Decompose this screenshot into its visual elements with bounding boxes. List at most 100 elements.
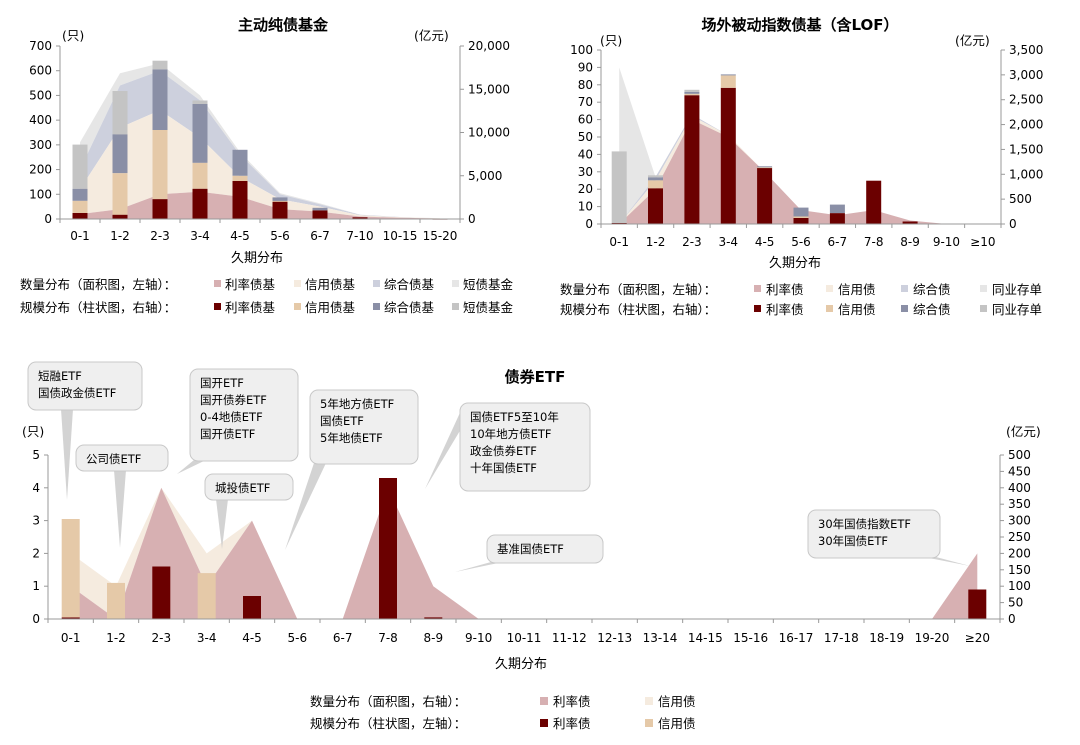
chart-3-legend-row1-label: 数量分布（面积图，右轴）：: [310, 694, 466, 709]
callout-text: 国债ETF: [320, 414, 364, 428]
chart-1-area-layer: [80, 63, 440, 219]
chart-2-legend-rate-bar: 利率债: [766, 302, 804, 317]
chart-2-legend-short-area: 同业存单: [992, 282, 1042, 297]
callout-text: 基准国债ETF: [497, 542, 564, 556]
c3-x-tick-label: 14-15: [688, 631, 723, 645]
callout-box: [27, 361, 143, 411]
c2-bar-利率债-2-3: [684, 95, 700, 224]
c2-right-tick-label: 2,000: [1009, 118, 1043, 132]
c3-x-tick-label: 19-20: [915, 631, 950, 645]
c3-x-tick-label: 7-8: [378, 631, 398, 645]
c2-area-利率债: [619, 119, 983, 224]
c2-x-tick-label: ≥10: [970, 235, 995, 249]
legend-swatch-rate-area: [540, 697, 548, 705]
c1-right-tick-label: 0: [468, 212, 476, 226]
callout-text: 十年国债ETF: [470, 461, 537, 475]
callout-text: 国债ETF5至10年: [470, 410, 559, 424]
c3-right-tick-label: 50: [1008, 596, 1023, 610]
c1-bar-利率债基-2-3: [152, 199, 168, 219]
c3-x-tick-label: 5-6: [288, 631, 308, 645]
c2-bar-综合债-6-7: [829, 204, 845, 214]
c2-x-tick-label: 8-9: [900, 235, 920, 249]
c3-x-tick-label: 8-9: [424, 631, 444, 645]
c2-x-tick-label: 4-5: [755, 235, 775, 249]
callout-pointer: [285, 463, 326, 550]
callout-text: 5年地债ETF: [320, 431, 383, 445]
c1-bar-短债基金-3-4: [192, 100, 208, 104]
legend-swatch-short-area: [452, 280, 459, 287]
c3-x-tick-label: 10-11: [507, 631, 542, 645]
chart-1-bar-layer: [72, 60, 448, 220]
chart-2-left-unit: (只): [600, 33, 622, 48]
c3-x-tick-label: 17-18: [824, 631, 859, 645]
c2-bar-利率债-6-7: [829, 213, 845, 224]
c1-x-tick-label: 15-20: [423, 229, 458, 243]
c1-right-tick-label: 20,000: [468, 39, 510, 53]
c3-x-tick-label: ≥20: [965, 631, 990, 645]
c1-bar-综合债基-4-5: [232, 149, 248, 176]
c2-bar-综合债-2-3: [684, 91, 700, 94]
chart-2-area-layer: [619, 67, 983, 225]
c3-right-tick-label: 250: [1008, 530, 1031, 544]
callout-text: 城投债ETF: [215, 481, 270, 495]
c1-left-tick-label: 300: [29, 138, 52, 152]
chart-1-legend-row2-label: 规模分布（柱状图，右轴）：: [20, 300, 176, 315]
chart-1-right-unit: (亿元): [414, 28, 449, 43]
callout-text: 公司债ETF: [86, 452, 141, 466]
c3-x-tick-label: 0-1: [61, 631, 81, 645]
callout-pointer: [216, 499, 228, 549]
c3-x-tick-label: 2-3: [152, 631, 172, 645]
c1-bar-短债基金-2-3: [152, 60, 168, 70]
chart-1-left-unit: (只): [62, 28, 84, 43]
c1-left-tick-label: 500: [29, 88, 52, 102]
c1-bar-综合债基-2-3: [152, 69, 168, 130]
c1-bar-短债基金-1-2: [112, 91, 128, 135]
chart-2-x-axis-label: 久期分布: [769, 256, 821, 271]
chart-1-axes: 0 100 200 300 400 500 600 700 0 5,000 10,000 15,000…: [29, 39, 510, 243]
legend-swatch-rate-area: [214, 280, 221, 287]
chart-1-title: 主动纯债基金: [238, 16, 329, 34]
chart-2-legend-row2-label: 规模分布（柱状图，右轴）：: [560, 302, 716, 317]
chart-3: 债券ETF (只) (亿元) 0123450501001502002503003…: [22, 361, 1041, 731]
c3-x-tick-label: 3-4: [197, 631, 217, 645]
c2-bar-同业存单-0-1: [611, 151, 627, 223]
c2-bar-利率债-4-5: [757, 167, 773, 224]
c1-bar-利率债基-0-1: [72, 212, 88, 219]
c1-bar-利率债基-7-10: [352, 217, 368, 219]
c1-right-tick-label: 15,000: [468, 82, 510, 96]
legend-swatch-composite-area: [373, 280, 380, 287]
c1-bar-短债基金-0-1: [72, 144, 88, 189]
c3-left-tick-label: 1: [32, 579, 40, 593]
legend-swatch-credit-area: [294, 280, 301, 287]
c3-x-tick-label: 18-19: [869, 631, 904, 645]
callout-box: [486, 534, 604, 564]
legend-swatch-short-area: [980, 285, 987, 292]
c1-area-信用债基: [80, 110, 440, 219]
c2-bar-利率债-1-2: [648, 188, 663, 224]
c2-right-tick-label: 3,000: [1009, 68, 1043, 82]
callout-box: [204, 473, 294, 501]
callout-text: 短融ETF: [38, 369, 82, 383]
chart-3-right-unit: (亿元): [1006, 424, 1041, 439]
chart-2-legend-composite-bar: 综合债: [913, 302, 951, 317]
c2-bar-利率债-3-4: [720, 87, 736, 224]
c1-bar-综合债基-1-2: [112, 134, 128, 174]
chart-1-legend: 数量分布（面积图，左轴）： 规模分布（柱状图，右轴）： 利率债基 信用债基 综合…: [20, 277, 514, 315]
chart-3-legend: 数量分布（面积图，右轴）： 规模分布（柱状图，左轴）： 利率债 信用债 利率债 …: [310, 694, 696, 731]
c2-left-tick-label: 70: [578, 95, 593, 109]
c1-area-综合债基: [80, 70, 440, 219]
c2-bar-信用债-2-3: [684, 93, 700, 96]
c3-x-tick-label: 16-17: [779, 631, 814, 645]
c3-bar-利率债-8-9: [424, 617, 443, 619]
legend-swatch-rate-bar: [540, 719, 548, 727]
c1-left-tick-label: 400: [29, 113, 52, 127]
c1-x-tick-label: 2-3: [150, 229, 170, 243]
chart-2-legend-rate-area: 利率债: [766, 282, 804, 297]
legend-swatch-rate-bar: [214, 303, 221, 310]
chart-1-legend-credit-bar: 信用债基: [305, 300, 356, 315]
c3-right-tick-label: 450: [1008, 464, 1031, 478]
c1-x-tick-label: 5-6: [270, 229, 290, 243]
c1-bar-信用债基-5-6: [272, 200, 288, 202]
